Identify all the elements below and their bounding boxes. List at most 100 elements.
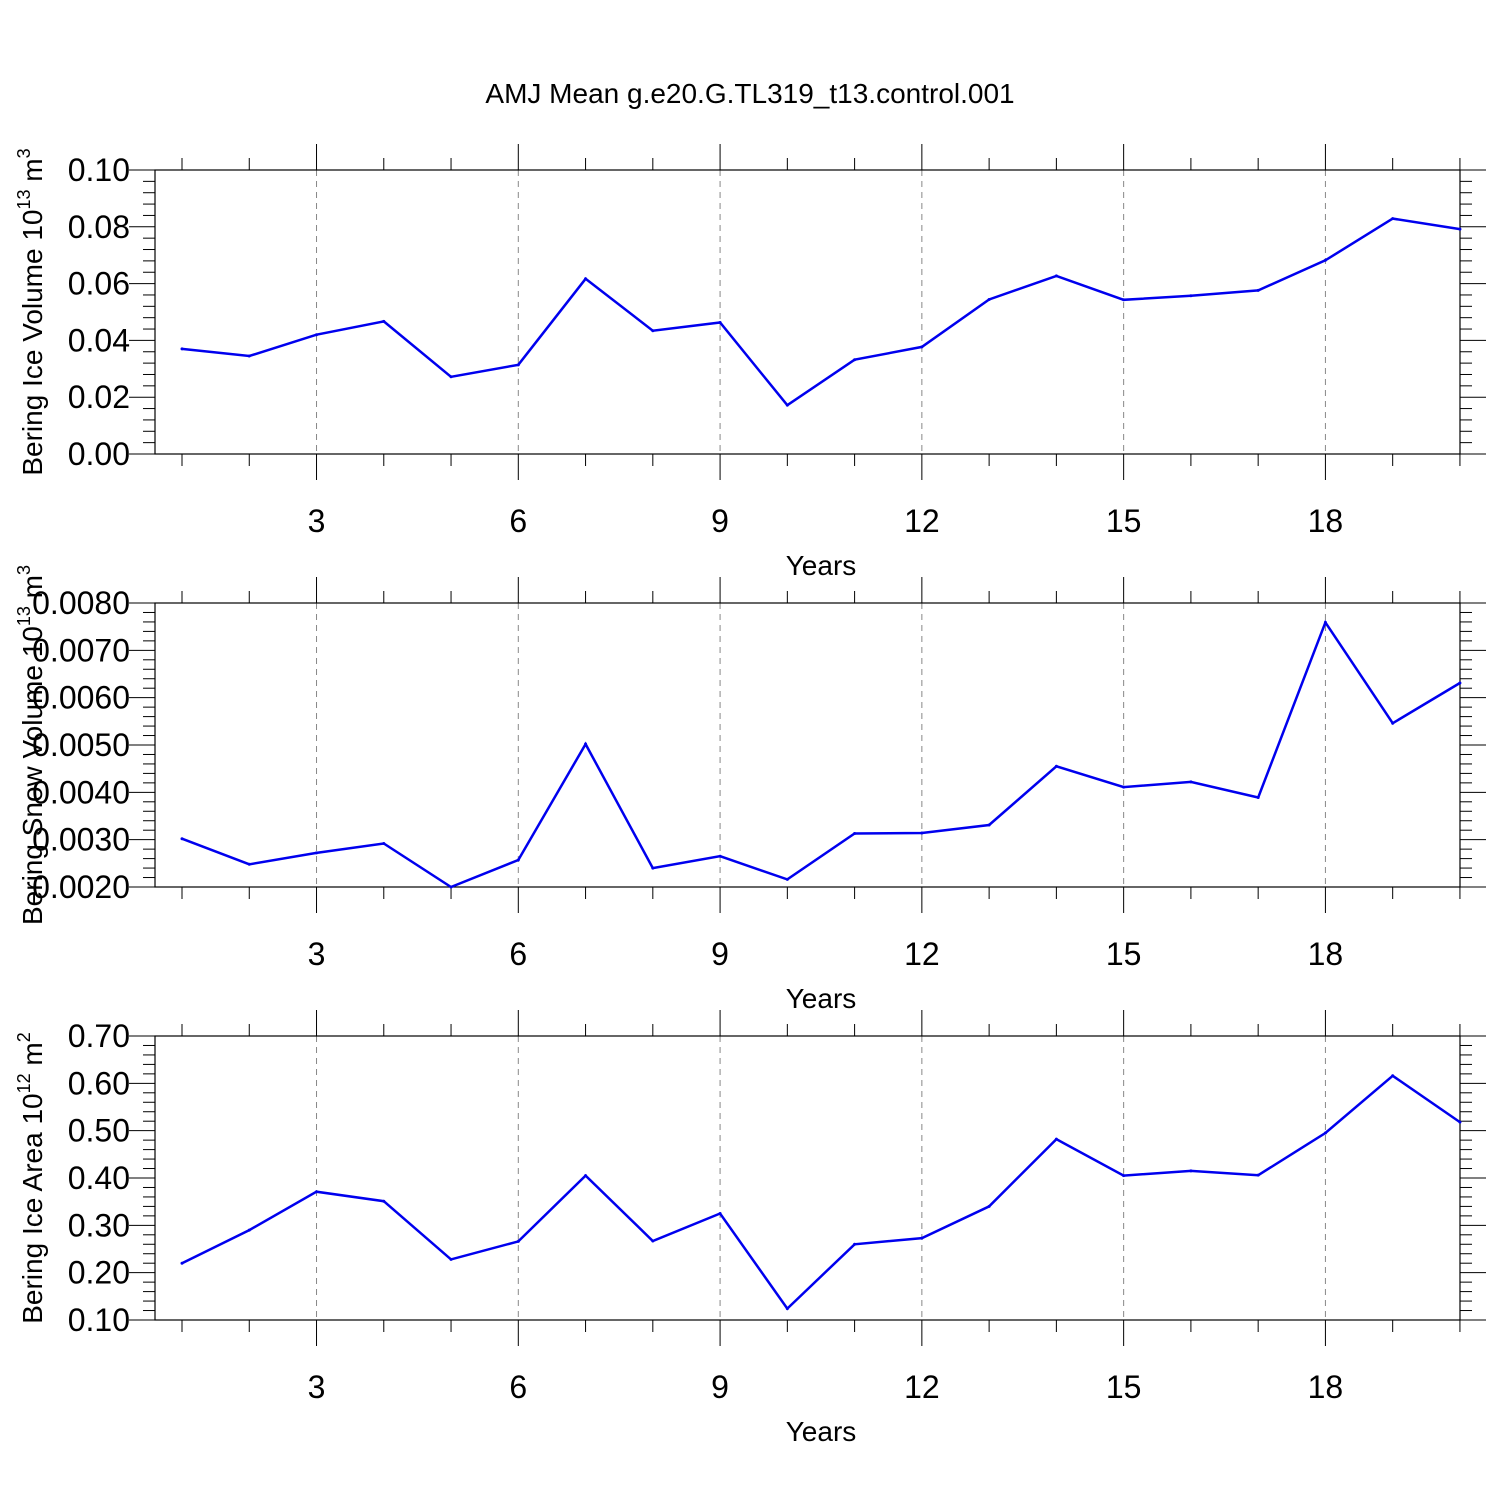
data-point bbox=[987, 298, 991, 302]
x-tick-label: 18 bbox=[1308, 1369, 1344, 1405]
data-point bbox=[315, 1190, 319, 1194]
x-tick-label: 3 bbox=[308, 503, 326, 539]
data-point bbox=[1458, 227, 1462, 231]
plot-frame bbox=[154, 1035, 1461, 1321]
data-point bbox=[1189, 294, 1193, 298]
data-point bbox=[1323, 620, 1327, 624]
data-point bbox=[180, 1261, 184, 1265]
data-point bbox=[516, 1239, 520, 1243]
data-point bbox=[718, 854, 722, 858]
data-point bbox=[651, 866, 655, 870]
data-point bbox=[516, 858, 520, 862]
x-tick-label: 15 bbox=[1106, 503, 1142, 539]
data-point bbox=[651, 329, 655, 333]
panel-3: 0.10 0.20 0.30 0.40 0.50 0.60 0.70 3 6 9 12 15 18 Yea… bbox=[14, 1010, 1486, 1447]
data-point bbox=[1256, 796, 1260, 800]
series-line-3 bbox=[181, 1074, 1461, 1311]
y-tick-label: 0.06 bbox=[68, 266, 130, 302]
data-point bbox=[584, 277, 588, 281]
data-point bbox=[180, 837, 184, 841]
y-tick-label: 0.10 bbox=[68, 1302, 130, 1338]
y-tick-label: 0.10 bbox=[68, 152, 130, 188]
x-tick-label: 18 bbox=[1308, 936, 1344, 972]
data-point bbox=[247, 1228, 251, 1232]
y-tick-label: 0.08 bbox=[68, 209, 130, 245]
data-point bbox=[1189, 1169, 1193, 1173]
data-point bbox=[1323, 258, 1327, 262]
y-axis-label: Bering Ice Volume 1013 m3 bbox=[14, 148, 48, 475]
data-point bbox=[584, 1174, 588, 1178]
y-tick-label: 0.0080 bbox=[32, 585, 130, 621]
y-tick-label: 0.50 bbox=[68, 1113, 130, 1149]
data-point bbox=[1054, 764, 1058, 768]
x-tick-label: 12 bbox=[904, 936, 940, 972]
panel-2: 0.0020 0.0030 0.0040 0.0050 0.0060 0.0070 0.00… bbox=[14, 565, 1486, 1014]
data-point bbox=[920, 831, 924, 835]
data-point bbox=[1391, 217, 1395, 221]
x-tick-label: 6 bbox=[509, 503, 527, 539]
data-point bbox=[1189, 780, 1193, 784]
x-tick-label: 12 bbox=[904, 1369, 940, 1405]
plot-frame bbox=[154, 169, 1461, 455]
data-point bbox=[718, 1212, 722, 1215]
x-tick-label: 9 bbox=[711, 936, 729, 972]
data-point bbox=[1122, 785, 1126, 789]
data-point bbox=[987, 1204, 991, 1208]
y-tick-label: 0.0060 bbox=[32, 680, 130, 716]
data-point bbox=[247, 354, 251, 358]
data-point bbox=[853, 358, 857, 362]
data-point bbox=[785, 403, 789, 407]
data-point bbox=[382, 841, 386, 845]
y-tick-label: 0.0040 bbox=[32, 774, 130, 810]
series-line-1 bbox=[181, 217, 1461, 407]
data-point bbox=[1122, 1174, 1126, 1178]
data-point bbox=[1256, 288, 1260, 292]
data-point bbox=[315, 851, 319, 855]
data-point bbox=[920, 1236, 924, 1240]
x-tick-label: 15 bbox=[1106, 936, 1142, 972]
data-point bbox=[651, 1239, 655, 1243]
data-point bbox=[785, 1307, 789, 1311]
panel-1: 0.00 0.02 0.04 0.06 0.08 0.10 3 6 9 12 15 18 Years Be… bbox=[14, 144, 1486, 581]
data-point bbox=[1054, 274, 1058, 278]
x-tick-label: 9 bbox=[711, 503, 729, 539]
data-point bbox=[449, 1257, 453, 1261]
y-tick-label: 0.0020 bbox=[32, 869, 130, 905]
data-point bbox=[920, 345, 924, 349]
y-tick-label: 0.60 bbox=[68, 1065, 130, 1101]
y-tick-label: 0.30 bbox=[68, 1207, 130, 1243]
data-point bbox=[853, 1242, 857, 1246]
data-point bbox=[247, 862, 251, 866]
y-tick-label: 0.70 bbox=[68, 1018, 130, 1054]
y-tick-label: 0.0070 bbox=[32, 632, 130, 668]
data-point bbox=[1323, 1131, 1327, 1135]
data-point bbox=[853, 832, 857, 836]
x-axis-label: Years bbox=[786, 1416, 857, 1447]
x-tick-label: 3 bbox=[308, 1369, 326, 1405]
data-point bbox=[382, 1199, 386, 1203]
x-tick-label: 12 bbox=[904, 503, 940, 539]
y-tick-label: 0.00 bbox=[68, 436, 130, 472]
data-point bbox=[1458, 681, 1462, 685]
data-point bbox=[1391, 1074, 1395, 1078]
x-tick-label: 15 bbox=[1106, 1369, 1142, 1405]
x-tick-label: 6 bbox=[509, 1369, 527, 1405]
data-point bbox=[516, 363, 520, 367]
y-axis-label: Bering Ice Area 1012 m2 bbox=[14, 1032, 48, 1324]
data-point bbox=[382, 319, 386, 323]
y-tick-label: 0.04 bbox=[68, 322, 130, 358]
y-tick-label: 0.20 bbox=[68, 1255, 130, 1291]
y-tick-label: 0.02 bbox=[68, 379, 130, 415]
data-point bbox=[1054, 1137, 1058, 1141]
plot-frame bbox=[154, 602, 1461, 888]
data-point bbox=[1122, 298, 1126, 302]
series-line-2 bbox=[181, 619, 1461, 889]
y-tick-label: 0.0030 bbox=[32, 822, 130, 858]
data-point bbox=[1256, 1173, 1260, 1177]
data-point bbox=[785, 877, 789, 881]
data-point bbox=[449, 375, 453, 379]
x-tick-label: 3 bbox=[308, 936, 326, 972]
data-point bbox=[1458, 1120, 1462, 1124]
x-axis-label: Years bbox=[786, 983, 857, 1014]
